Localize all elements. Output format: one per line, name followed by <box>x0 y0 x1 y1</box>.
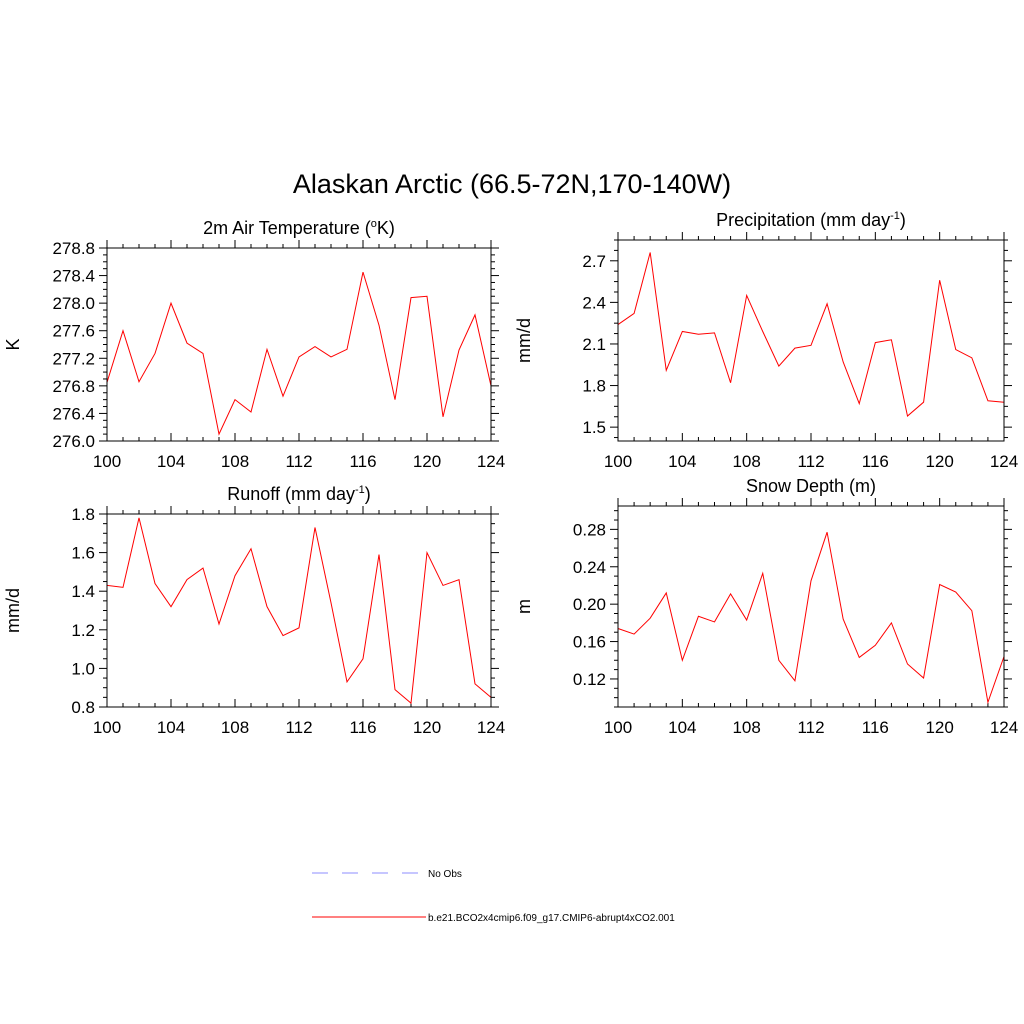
snow-depth-xtick-label: 124 <box>990 718 1018 737</box>
snow-depth-xtick-label: 112 <box>797 718 824 737</box>
air-temperature-ytick-label: 277.2 <box>52 349 95 368</box>
runoff-series-line <box>106 517 492 705</box>
snow-depth-xtick-label: 120 <box>925 718 953 737</box>
figure-title: Alaskan Arctic (66.5-72N,170-140W) <box>293 169 731 199</box>
precipitation-xtick-label: 120 <box>925 452 953 471</box>
runoff-ytick-label: 1.8 <box>71 505 95 524</box>
snow-depth-xtick-label: 116 <box>862 718 889 737</box>
air-temperature-xtick-label: 108 <box>221 452 249 471</box>
runoff-ylabel: mm/d <box>3 588 23 633</box>
snow-depth-xtick-label: 100 <box>604 718 632 737</box>
runoff-ytick-label: 1.4 <box>71 582 95 601</box>
air-temperature-ytick-label: 278.4 <box>52 267 95 286</box>
snow-depth-xtick-label: 104 <box>668 718 696 737</box>
legend: No Obs b.e21.BCO2x4cmip6.f09_g17.CMIP6-a… <box>312 869 675 924</box>
air-temperature-xtick-label: 120 <box>413 452 441 471</box>
air-temperature-plot-frame <box>106 247 492 442</box>
runoff-xtick-label: 100 <box>93 718 121 737</box>
air-temperature-xtick-label: 112 <box>285 452 312 471</box>
snow-depth-ytick-label: 0.28 <box>573 520 606 539</box>
precipitation-ytick-label: 1.5 <box>582 418 606 437</box>
runoff-xtick-label: 124 <box>477 718 505 737</box>
runoff-ytick-label: 0.8 <box>71 698 95 717</box>
runoff-xtick-label: 120 <box>413 718 441 737</box>
snow-depth-series-line <box>617 532 1005 705</box>
air-temperature-ytick-label: 278.8 <box>52 239 95 258</box>
snow-depth-ytick-label: 0.16 <box>573 633 606 652</box>
air-temperature-ytick-label: 276.8 <box>52 377 95 396</box>
runoff-ytick-label: 1.2 <box>71 621 95 640</box>
legend-label-model: b.e21.BCO2x4cmip6.f09_g17.CMIP6-abrupt4x… <box>428 913 675 924</box>
panel-air-temperature: 2m Air Temperature (oK) K 100 104 108 112 116 1… <box>3 218 505 471</box>
panel-precipitation: Precipitation (mm day-1) mm/d 100 104 108 112… <box>514 210 1018 471</box>
precipitation-xtick-label: 112 <box>797 452 824 471</box>
precipitation-xtick-label: 124 <box>990 452 1018 471</box>
snow-depth-plot-frame <box>617 505 1005 708</box>
air-temperature-xtick-label: 116 <box>349 452 376 471</box>
air-temperature-ytick-label: 277.6 <box>52 322 95 341</box>
runoff-xtick-label: 108 <box>221 718 249 737</box>
air-temperature-ytick-label: 278.0 <box>52 294 95 313</box>
snow-depth-ytick-label: 0.12 <box>573 670 606 689</box>
snow-depth-ytick-label: 0.20 <box>573 595 606 614</box>
precipitation-xtick-label: 104 <box>668 452 696 471</box>
air-temperature-ylabel: K <box>3 338 23 350</box>
precipitation-ytick-label: 2.1 <box>582 335 606 354</box>
snow-depth-title: Snow Depth (m) <box>746 476 876 496</box>
air-temperature-series-line <box>106 271 492 436</box>
precipitation-ytick-label: 1.8 <box>582 377 606 396</box>
air-temperature-ytick-label: 276.4 <box>52 404 95 423</box>
precipitation-plot-frame <box>617 239 1005 442</box>
panel-snow-depth: Snow Depth (m) m 100 104 108 112 116 120 124 0.12… <box>514 476 1018 737</box>
runoff-plot-frame <box>106 513 492 708</box>
snow-depth-ylabel: m <box>514 599 534 614</box>
snow-depth-xtick-label: 108 <box>732 718 760 737</box>
legend-label-obs: No Obs <box>428 869 462 880</box>
runoff-xtick-label: 104 <box>157 718 185 737</box>
snow-depth-ytick-label: 0.24 <box>573 558 606 577</box>
precipitation-ylabel: mm/d <box>514 318 534 363</box>
runoff-title: Runoff (mm day-1) <box>227 484 371 504</box>
air-temperature-xtick-label: 100 <box>93 452 121 471</box>
runoff-ytick-label: 1.0 <box>71 659 95 678</box>
precipitation-xtick-label: 100 <box>604 452 632 471</box>
precipitation-series-line <box>617 252 1005 417</box>
air-temperature-xtick-label: 124 <box>477 452 505 471</box>
panel-runoff: Runoff (mm day-1) mm/d 100 104 108 112 116 120 1… <box>3 484 505 737</box>
air-temperature-ytick-label: 276.0 <box>52 432 95 451</box>
runoff-xtick-label: 112 <box>285 718 312 737</box>
precipitation-xtick-label: 116 <box>862 452 889 471</box>
runoff-ytick-label: 1.6 <box>71 544 95 563</box>
precipitation-xtick-label: 108 <box>732 452 760 471</box>
precipitation-ytick-label: 2.7 <box>582 252 606 271</box>
air-temperature-xtick-label: 104 <box>157 452 185 471</box>
precipitation-ytick-label: 2.4 <box>582 293 606 312</box>
precipitation-title: Precipitation (mm day-1) <box>716 210 906 230</box>
air-temperature-title: 2m Air Temperature (oK) <box>203 218 395 238</box>
runoff-xtick-label: 116 <box>349 718 376 737</box>
